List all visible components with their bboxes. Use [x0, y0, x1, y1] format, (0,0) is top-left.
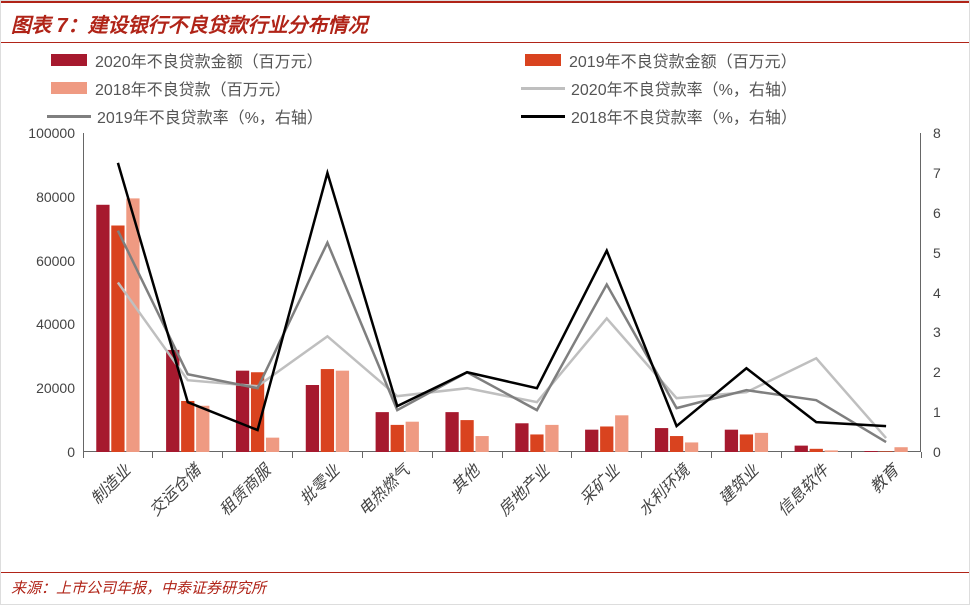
title-row: 图表 7：建设银行不良贷款行业分布情况	[1, 1, 969, 43]
x-axis-tick	[222, 452, 223, 458]
legend-label: 2019年不良贷款金额（百万元）	[569, 48, 797, 72]
x-category-label: 水利环境	[631, 458, 693, 520]
x-axis-tick	[292, 452, 293, 458]
legend-label: 2020年不良贷款金额（百万元）	[95, 48, 323, 72]
y-right-tick: 3	[933, 324, 957, 340]
y-left-tick: 60000	[13, 253, 75, 269]
y-left-tick: 100000	[13, 125, 75, 141]
x-axis-tick	[641, 452, 642, 458]
legend-label: 2020年不良贷款率（%，右轴）	[571, 76, 797, 100]
y-left-tick: 80000	[13, 189, 75, 205]
x-category-label: 批零业	[293, 458, 344, 509]
legend-label: 2018年不良贷款率（%，右轴）	[571, 104, 797, 128]
legend-swatch-line-2020	[521, 87, 565, 90]
y-left-tick: 0	[13, 444, 75, 460]
y-right-tick: 6	[933, 205, 957, 221]
y-right-tick: 5	[933, 245, 957, 261]
x-axis-tick	[571, 452, 572, 458]
y-axis-left: 020000400006000080000100000	[19, 133, 81, 452]
x-axis-tick	[711, 452, 712, 458]
y-left-tick: 40000	[13, 316, 75, 332]
x-category-label: 信息软件	[771, 458, 833, 520]
x-axis-tick	[781, 452, 782, 458]
y-right-tick: 1	[933, 404, 957, 420]
chart-area: 020000400006000080000100000 012345678 制造…	[19, 133, 951, 572]
x-category-label: 房地产业	[492, 458, 554, 520]
legend-label: 2018年不良贷款（百万元）	[95, 76, 291, 100]
legend-swatch-line-2018	[521, 115, 565, 118]
x-category-label: 其他	[444, 458, 484, 498]
legend-swatch-bar-2018	[51, 82, 87, 94]
x-axis-tick	[83, 452, 84, 458]
y-left-tick: 20000	[13, 380, 75, 396]
x-axis-tick	[921, 452, 922, 458]
y-right-tick: 0	[933, 444, 957, 460]
x-axis-tick	[152, 452, 153, 458]
x-category-label: 电热燃气	[352, 458, 414, 520]
legend-item-bar-2020: 2020年不良贷款金额（百万元）	[11, 47, 485, 73]
plot-region	[83, 133, 921, 452]
x-category-label: 建筑业	[712, 458, 763, 509]
legend-item-line-2018: 2018年不良贷款率（%，右轴）	[485, 103, 959, 129]
x-axis-tick	[362, 452, 363, 458]
legend-label: 2019年不良贷款率（%，右轴）	[97, 104, 323, 128]
legend-item-line-2019: 2019年不良贷款率（%，右轴）	[11, 103, 485, 129]
plot-svg	[83, 133, 921, 452]
x-axis-tick	[502, 452, 503, 458]
y-right-tick: 8	[933, 125, 957, 141]
x-category-label: 制造业	[84, 458, 135, 509]
x-category-label: 教育	[863, 458, 903, 498]
source-footer: 来源：上市公司年报，中泰证券研究所	[1, 572, 969, 604]
x-axis-tick	[432, 452, 433, 458]
legend-item-bar-2019: 2019年不良贷款金额（百万元）	[485, 47, 959, 73]
x-category-label: 租赁商服	[212, 458, 274, 520]
legend-swatch-bar-2020	[51, 54, 87, 66]
legend-swatch-line-2019	[47, 115, 91, 118]
y-right-tick: 7	[933, 165, 957, 181]
figure-title: 图表 7：建设银行不良贷款行业分布情况	[11, 9, 959, 38]
y-right-tick: 4	[933, 285, 957, 301]
x-category-label: 采矿业	[573, 458, 624, 509]
x-axis-labels: 制造业交运仓储租赁商服批零业电热燃气其他房地产业采矿业水利环境建筑业信息软件教育	[83, 454, 921, 572]
legend-item-line-2020: 2020年不良贷款率（%，右轴）	[485, 75, 959, 101]
x-category-label: 交运仓储	[142, 458, 204, 520]
legend-swatch-bar-2019	[525, 54, 561, 66]
figure-container: 图表 7：建设银行不良贷款行业分布情况 2020年不良贷款金额（百万元） 201…	[0, 0, 970, 605]
legend: 2020年不良贷款金额（百万元） 2019年不良贷款金额（百万元） 2018年不…	[1, 43, 969, 129]
y-right-tick: 2	[933, 364, 957, 380]
x-axis-tick	[851, 452, 852, 458]
legend-item-bar-2018: 2018年不良贷款（百万元）	[11, 75, 485, 101]
y-axis-right: 012345678	[927, 133, 951, 452]
